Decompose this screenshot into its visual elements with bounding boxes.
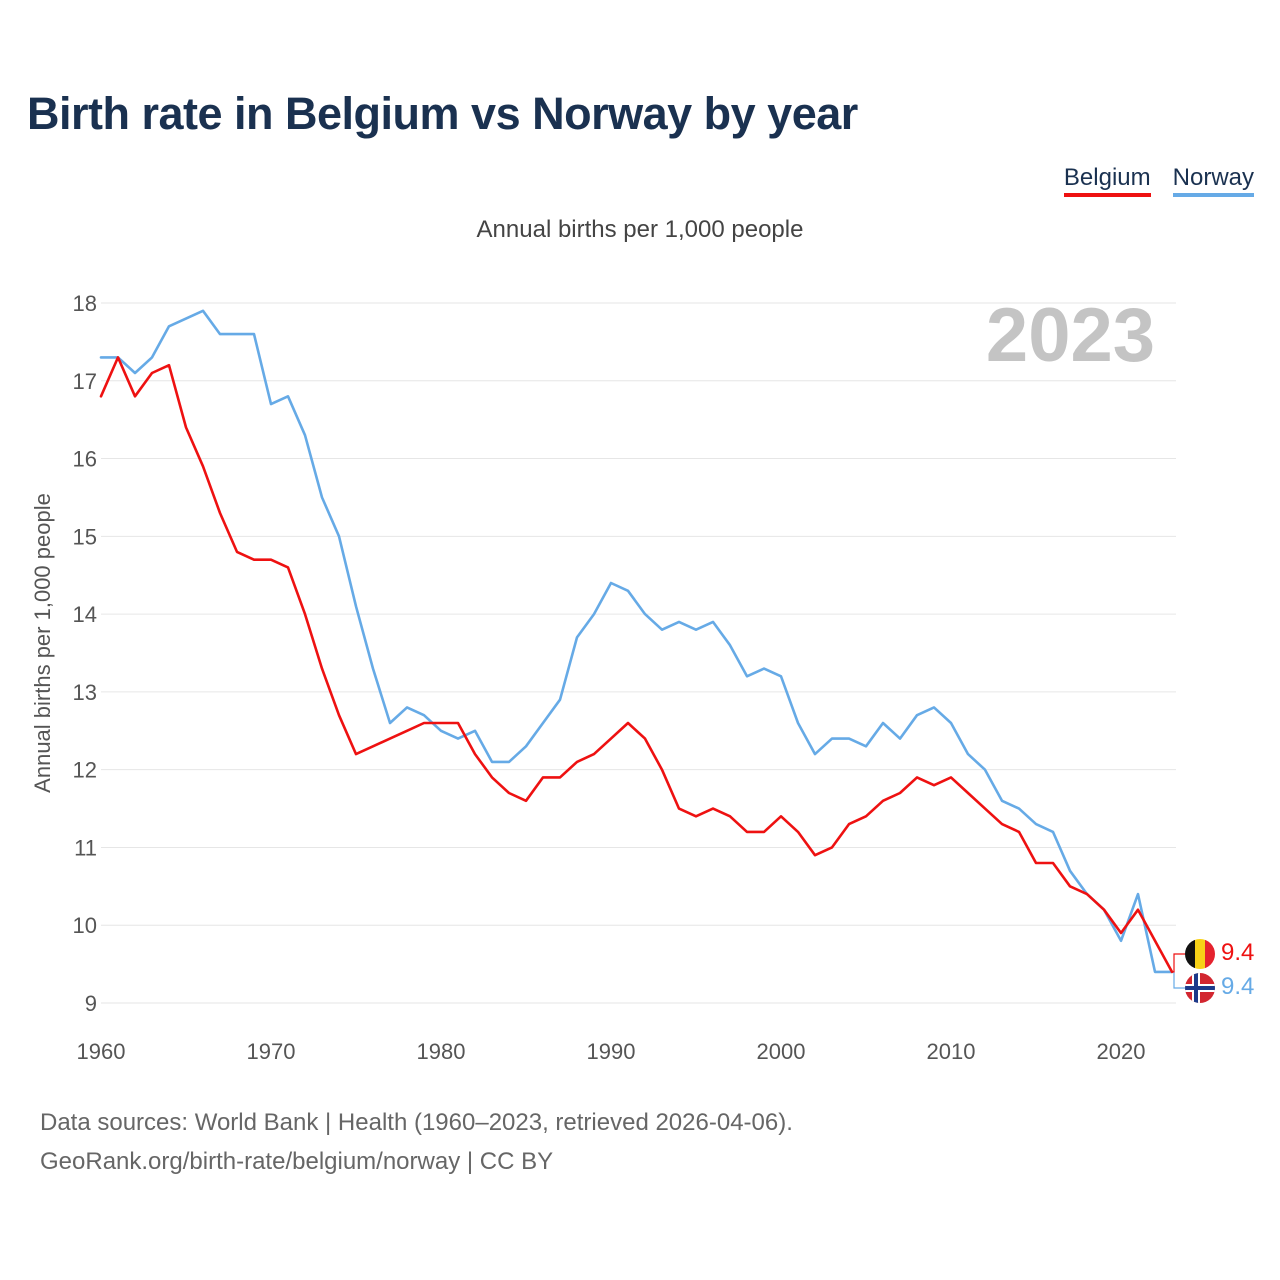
- x-tick-label: 2000: [757, 1039, 806, 1064]
- footer-link[interactable]: GeoRank.org/birth-rate/belgium/norway | …: [40, 1148, 554, 1175]
- y-tick-label: 9: [85, 991, 97, 1016]
- y-tick-label: 13: [73, 680, 97, 705]
- x-tick-label: 1980: [417, 1039, 466, 1064]
- x-axis-ticks: 1960 1970 1980 1990 2000 2010 2020: [77, 1039, 1146, 1064]
- legend-item-belgium[interactable]: Belgium: [1063, 164, 1151, 197]
- legend: Belgium Norway: [1063, 164, 1254, 197]
- line-chart: 2023 Annual births per 1,000 people 9 10 1…: [30, 291, 1254, 1064]
- y-tick-label: 12: [73, 758, 97, 783]
- footer-sources: Data sources: World Bank | Health (1960–…: [40, 1109, 793, 1136]
- x-tick-label: 2020: [1097, 1039, 1146, 1064]
- x-tick-label: 2010: [927, 1039, 976, 1064]
- leader-line-belgium: [1172, 953, 1186, 973]
- legend-item-norway[interactable]: Norway: [1172, 164, 1254, 197]
- norway-flag-icon: [1185, 973, 1215, 1003]
- norway-end-value: 9.4: [1221, 973, 1254, 1000]
- y-tick-label: 11: [74, 835, 97, 860]
- footer: Data sources: World Bank | Health (1960–…: [40, 1103, 793, 1181]
- leader-line-norway: [1172, 971, 1186, 989]
- y-tick-label: 15: [73, 524, 97, 549]
- y-tick-label: 17: [73, 369, 97, 394]
- series-line-belgium: [99, 356, 1174, 974]
- gridlines: [101, 302, 1176, 1004]
- chart-subtitle: Annual births per 1,000 people: [476, 216, 804, 243]
- series-line-norway: [99, 309, 1174, 974]
- belgium-end-value: 9.4: [1221, 939, 1254, 966]
- y-axis-ticks: 9 10 11 12 13 14 15 16 17 18: [73, 291, 97, 1016]
- chart-title: Birth rate in Belgium vs Norway by year: [27, 88, 858, 139]
- x-tick-label: 1990: [587, 1039, 636, 1064]
- x-tick-label: 1970: [247, 1039, 296, 1064]
- year-watermark: 2023: [986, 293, 1155, 378]
- y-tick-label: 14: [73, 602, 97, 627]
- x-tick-label: 1960: [77, 1039, 126, 1064]
- y-axis-label: Annual births per 1,000 people: [30, 493, 55, 793]
- belgium-flag-icon: [1185, 939, 1215, 969]
- end-markers: 9.4 9.4: [1185, 939, 1254, 1003]
- y-tick-label: 16: [73, 447, 97, 472]
- series-lines: [99, 309, 1186, 989]
- y-tick-label: 18: [73, 291, 97, 316]
- y-tick-label: 10: [73, 913, 97, 938]
